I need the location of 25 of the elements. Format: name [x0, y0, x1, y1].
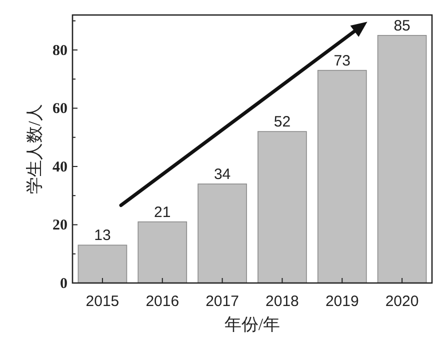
bar: [377, 34, 427, 284]
data-label: 85: [394, 17, 410, 34]
data-label: 21: [154, 204, 171, 221]
x-tick-label: 2018: [266, 293, 299, 310]
data-label: 13: [94, 227, 111, 244]
y-tick-label: 60: [52, 101, 68, 118]
y-tick-label: 40: [52, 159, 68, 176]
bar: [198, 184, 247, 284]
x-tick-label: 2016: [146, 293, 180, 310]
data-label: 73: [334, 52, 350, 70]
x-tick-label: 2020: [385, 293, 419, 310]
y-tick-label: 20: [52, 218, 68, 234]
bar: [258, 131, 307, 284]
y-tick-label: 80: [52, 42, 68, 59]
y-axis-title: 学生人数/人: [25, 104, 44, 194]
y-tick-label: 0: [60, 276, 68, 292]
bar: [138, 221, 188, 284]
x-tick-label: 2019: [325, 293, 359, 310]
bar: [78, 244, 128, 284]
bar: [317, 70, 367, 284]
x-tick-label: 2015: [86, 293, 120, 310]
x-axis-title: 年份/年: [224, 315, 280, 334]
data-label: 52: [274, 114, 291, 131]
x-tick-label: 2017: [206, 293, 239, 310]
data-label: 34: [214, 166, 231, 183]
